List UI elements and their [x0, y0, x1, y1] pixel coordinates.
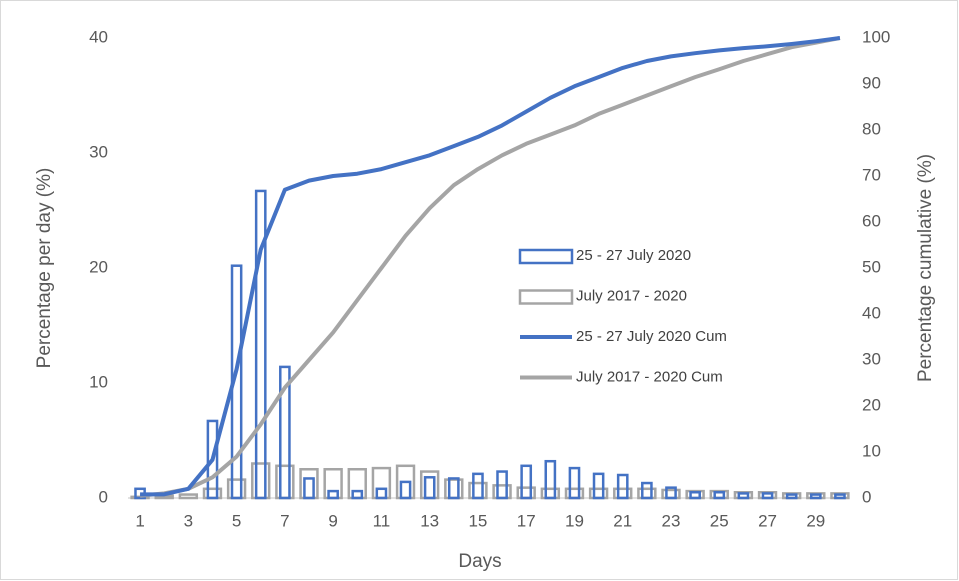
x-tick-label: 29	[806, 511, 825, 530]
x-tick-label: 21	[613, 511, 632, 530]
bar	[351, 489, 364, 500]
legend-label: 25 - 27 July 2020 Cum	[576, 328, 727, 345]
x-tick-label: 25	[710, 511, 729, 530]
bar	[785, 493, 798, 500]
legend-label: July 2017 - 2020 Cum	[576, 368, 723, 385]
bar	[303, 477, 315, 500]
y-tick-label: 40	[89, 27, 108, 46]
line	[140, 36, 841, 497]
bar	[761, 492, 774, 500]
y2-tick-label: 80	[862, 119, 881, 138]
y2-tick-label: 70	[862, 165, 881, 184]
y2-tick-label: 100	[862, 27, 890, 46]
x-tick-label: 13	[420, 511, 439, 530]
line	[139, 36, 841, 498]
x-tick-label: 1	[135, 511, 144, 530]
bar	[399, 480, 412, 500]
y2-axis-title: Percentage cumulative (%)	[915, 154, 936, 382]
x-tick-label: 3	[184, 511, 193, 530]
y-tick-label: 10	[89, 372, 108, 391]
legend-swatch	[518, 289, 574, 305]
bar	[834, 493, 846, 500]
x-axis-title: Days	[458, 551, 501, 572]
x-tick-label: 15	[468, 511, 487, 530]
bar	[592, 472, 605, 500]
bar	[178, 493, 199, 500]
y2-tick-label: 60	[862, 211, 881, 230]
y-axis-title: Percentage per day (%)	[34, 168, 55, 369]
bar	[254, 189, 267, 500]
bar	[737, 492, 750, 500]
y2-tick-label: 20	[862, 395, 881, 414]
bar	[279, 365, 291, 500]
x-tick-label: 5	[232, 511, 241, 530]
bar	[665, 486, 677, 500]
legend-label: July 2017 - 2020	[576, 287, 687, 304]
y2-tick-label: 30	[862, 349, 881, 368]
bar	[520, 464, 533, 500]
bar	[423, 476, 436, 500]
y2-tick-label: 50	[862, 257, 881, 276]
y-tick-label: 30	[89, 142, 108, 161]
bar	[472, 472, 484, 500]
bar	[544, 459, 557, 500]
y2-tick-label: 40	[862, 303, 881, 322]
x-tick-label: 27	[758, 511, 777, 530]
x-tick-label: 19	[565, 511, 584, 530]
y2-tick-label: 90	[862, 73, 881, 92]
bar	[375, 487, 388, 500]
bar	[496, 470, 508, 500]
bar	[447, 477, 460, 500]
bar	[641, 481, 653, 500]
bar	[809, 493, 822, 500]
bar	[568, 466, 581, 500]
bar	[206, 419, 219, 500]
legend-swatch	[518, 248, 574, 265]
y2-tick-label: 10	[862, 441, 881, 460]
y2-tick-label: 0	[862, 487, 871, 506]
bar	[327, 489, 339, 500]
legend-label: 25 - 27 July 2020	[576, 247, 691, 264]
x-tick-label: 9	[328, 511, 337, 530]
y-tick-label: 20	[89, 257, 108, 276]
bar	[616, 473, 629, 500]
bar	[689, 491, 701, 500]
x-tick-label: 7	[280, 511, 289, 530]
x-tick-label: 23	[662, 511, 681, 530]
x-tick-label: 11	[373, 511, 391, 530]
y-tick-label: 0	[99, 487, 108, 506]
x-tick-label: 17	[517, 511, 536, 530]
bar	[713, 491, 726, 500]
